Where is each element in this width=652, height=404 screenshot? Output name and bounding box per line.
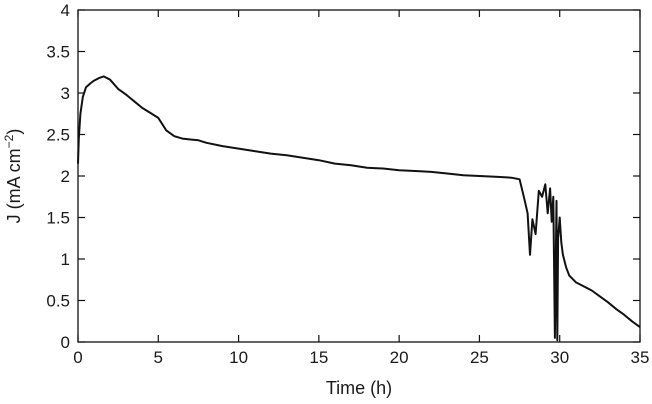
y-tick-label: 0.5 bbox=[46, 292, 70, 311]
x-tick-label: 35 bbox=[631, 348, 650, 367]
y-axis-title-superscript: −2 bbox=[2, 134, 16, 148]
x-tick-label: 5 bbox=[154, 348, 163, 367]
y-tick-label: 2 bbox=[61, 167, 70, 186]
y-tick-label: 0 bbox=[61, 333, 70, 352]
y-tick-label: 2.5 bbox=[46, 126, 70, 145]
y-axis-title: J (mA cm−2) bbox=[2, 129, 24, 224]
x-tick-label: 20 bbox=[390, 348, 409, 367]
series-line bbox=[77, 75, 641, 342]
y-axis-title-base: J (mA cm bbox=[4, 148, 24, 223]
y-tick-label: 4 bbox=[61, 1, 70, 20]
x-tick-label: 25 bbox=[470, 348, 489, 367]
y-axis-title-close: ) bbox=[4, 129, 24, 135]
y-tick-label: 3 bbox=[61, 84, 70, 103]
y-tick-label: 1 bbox=[61, 250, 70, 269]
plot-area: 0 5 10 15 20 25 30 35 0 0.5 1 1.5 2 2.5 3 3.5 4 bbox=[46, 1, 649, 367]
x-axis-title: Time (h) bbox=[326, 378, 392, 398]
x-tick-label: 0 bbox=[73, 348, 82, 367]
y-tick-label: 3.5 bbox=[46, 43, 70, 62]
x-tick-label: 15 bbox=[309, 348, 328, 367]
y-tick-label: 1.5 bbox=[46, 209, 70, 228]
x-tick-label: 10 bbox=[229, 348, 248, 367]
x-axis: 0 5 10 15 20 25 30 35 bbox=[73, 10, 649, 367]
x-tick-label: 30 bbox=[550, 348, 569, 367]
y-axis: 0 0.5 1 1.5 2 2.5 3 3.5 4 bbox=[46, 1, 640, 352]
